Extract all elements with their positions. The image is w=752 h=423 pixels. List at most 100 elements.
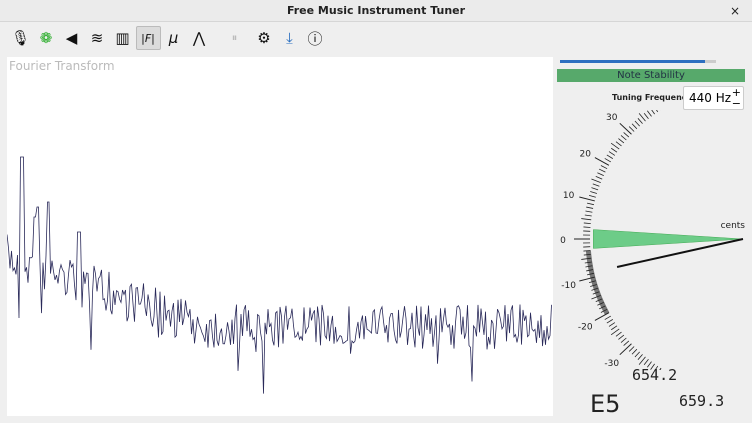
green-tolerance-wedge [593,229,744,249]
microphone-button[interactable]: 🎙 [8,26,33,50]
gauge-tick [637,118,643,124]
gauge-tick [598,168,606,173]
gauge-tick [608,151,616,156]
gauge-tick [618,334,625,340]
speaker-button[interactable]: ◀ [59,26,84,50]
pause-button[interactable]: ⏸ [222,26,247,50]
gauge-tick [651,110,655,115]
waveform-button[interactable]: ≋ [85,26,110,50]
gauge-tick [604,158,612,163]
gauge-tick [588,194,596,198]
gauge-tick [592,183,600,187]
fourier-plot[interactable]: Fourier Transform [7,57,553,416]
note-stability-label: Note Stability [557,69,745,82]
close-button[interactable]: × [729,4,740,18]
gauge-tick [606,319,614,324]
gauge-tick [634,120,640,127]
microtonal-button[interactable]: μ [161,26,186,50]
gauge-tick [628,346,635,352]
gray-deviation-arc [585,250,610,315]
gauge-label: 10 [563,191,575,201]
gauge-needle [616,238,744,268]
note-name: E5 [590,390,621,418]
gauge-tick [591,294,601,300]
gauge-tick [588,280,596,284]
gauge-tick [595,176,603,180]
gauge-tick [591,178,601,184]
gauge-tick [643,112,649,119]
gauge-tick [579,196,595,202]
cents-gauge: 50403020100-10-20-30-40-50cents [560,110,745,370]
title-bar: Free Music Instrument Tuner × [0,0,752,22]
stability-progress [560,60,716,63]
histogram-button[interactable]: ▥ [110,26,135,50]
gauge-tick [595,298,603,302]
gauge-tick [586,206,594,209]
detected-frequency: 654.2 [632,366,678,384]
increment-button[interactable]: + [731,86,741,99]
settings-button[interactable]: ⚙ [252,26,277,50]
gauge-tick [585,265,593,268]
gauge-tick [647,361,652,368]
speaker-icon: ◀ [65,29,78,47]
gauge-tick [600,165,608,170]
tuning-frequency-spinbox[interactable]: 440 Hz + − [683,86,744,110]
info-button[interactable]: ⓘ [303,26,328,50]
settings-icon: ⚙ [257,29,271,47]
gauge-tick [650,363,655,370]
gauge-tick [598,305,606,310]
gauge-tick [597,172,604,176]
gauge-tick [594,312,610,321]
microtonal-icon: μ [168,29,179,47]
stability-fill [560,60,706,63]
gauge-tick [615,141,622,147]
spectrum-svg [7,156,552,394]
gauge-tick [611,147,618,153]
gauge-tick [584,214,592,217]
gauge-tick [581,218,592,221]
gauge-label: -20 [578,323,593,333]
gauge-tick [631,348,638,355]
gauge-tick [591,187,599,191]
tuning-frequency-value[interactable]: 440 Hz [689,91,732,105]
gauge-tick [620,337,627,343]
gauge-tick [610,142,620,150]
gauge-tick [615,331,622,337]
decrement-button[interactable]: − [731,97,741,110]
microphone-icon: 🎙 [10,29,31,47]
tuning-frequency-label: Tuning Frequency [612,93,692,102]
gauge-tick [608,322,616,327]
fourier-button[interactable]: |F| [135,26,161,50]
plot-title: Fourier Transform [9,59,115,73]
gauge-tick [620,135,627,141]
gauge-tick [610,328,620,336]
save-button[interactable]: ⤓ [277,26,302,50]
gaussian-button[interactable]: ⋀ [187,26,212,50]
save-icon: ⤓ [286,29,293,47]
gauge-tick [623,340,630,346]
gauge-tick [600,308,608,313]
gauge-tick [583,250,591,252]
gauge-tick [643,359,649,366]
histogram-icon: ▥ [115,29,130,47]
gauge-tick [638,356,646,365]
gauge-label: 0 [560,236,566,246]
gauge-tick [583,253,591,256]
pause-icon: ⏸ [231,31,238,44]
gauge-tick [583,226,591,228]
gauge-tick [623,132,630,138]
gauge-tick [590,191,598,194]
window-title: Free Music Instrument Tuner [286,4,466,17]
gauge-tick [638,113,646,122]
gauge-tick [637,354,643,360]
gauge-tick [581,257,592,260]
tuner-logo-button[interactable]: ❁ [34,26,59,50]
gauge-tick [583,222,591,225]
gauge-tick [579,276,595,282]
gauge-label: 30 [606,113,618,123]
gauge-tick [619,122,632,135]
gauge-tick [654,365,659,370]
toolbar: 🎙 ❁ ◀ ≋ ▥ |F| μ ⋀ ⏸ ⚙ ⤓ ⓘ [8,25,328,51]
gaussian-icon: ⋀ [192,29,206,47]
gauge-tick [586,269,594,272]
